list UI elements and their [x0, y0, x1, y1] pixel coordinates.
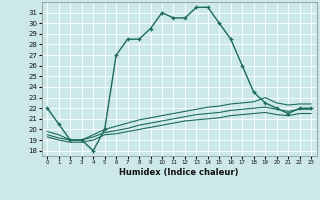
X-axis label: Humidex (Indice chaleur): Humidex (Indice chaleur): [119, 168, 239, 177]
